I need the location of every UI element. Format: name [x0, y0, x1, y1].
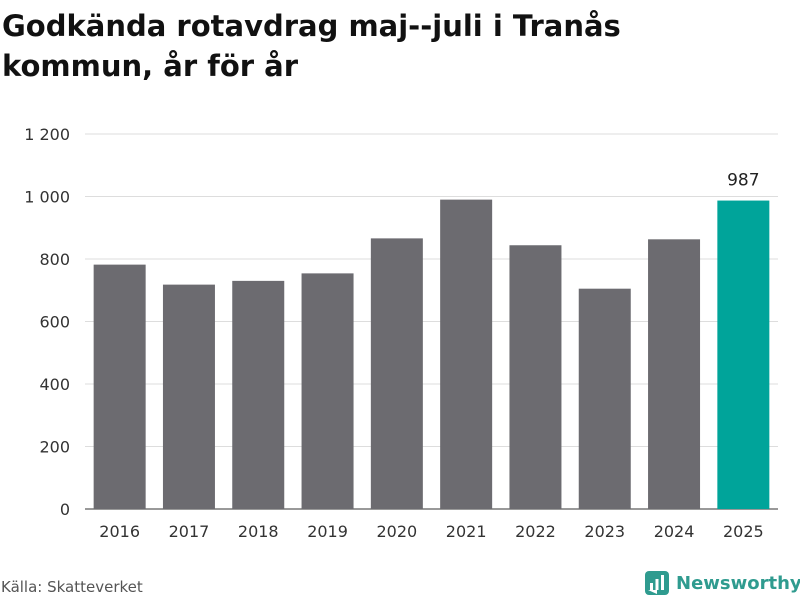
bar: [370, 238, 423, 509]
source-note: Källa: Skatteverket: [1, 578, 143, 596]
x-tick-label: 2022: [515, 522, 556, 541]
bar: [648, 239, 701, 509]
axis-labels: 0 200 400 600 800 1 000 1 200 2016 2017 2018 2019 2…: [24, 125, 764, 541]
x-tick-label: 2023: [584, 522, 625, 541]
brand-logo: Newsworthy: [644, 570, 800, 596]
data-label: 987: [727, 171, 759, 191]
y-tick-label: 200: [39, 438, 70, 457]
chart-title: Godkända rotavdrag maj--juli i Tranås ko…: [2, 9, 621, 83]
x-tick-label: 2019: [307, 522, 348, 541]
brand-name: Newsworthy: [676, 572, 800, 594]
y-tick-label: 0: [60, 500, 70, 519]
x-tick-label: 2025: [723, 522, 764, 541]
bar: [93, 264, 146, 509]
bar: [232, 280, 285, 509]
bar-chart-logo-icon: [645, 571, 669, 595]
bar: [509, 245, 562, 509]
y-tick-label: 600: [39, 313, 70, 332]
x-tick-label: 2018: [238, 522, 279, 541]
bars: [93, 199, 770, 509]
y-tick-label: 1 200: [24, 125, 70, 144]
x-tick-label: 2021: [446, 522, 487, 541]
x-tick-label: 2020: [376, 522, 417, 541]
y-tick-label: 800: [39, 250, 70, 269]
bar: [717, 200, 770, 509]
x-tick-label: 2016: [99, 522, 140, 541]
bar: [301, 273, 354, 509]
y-tick-label: 400: [39, 375, 70, 394]
y-tick-label: 1 000: [24, 188, 70, 207]
x-tick-label: 2024: [654, 522, 695, 541]
x-tick-label: 2017: [169, 522, 210, 541]
bar: [578, 288, 631, 509]
bar: [162, 284, 215, 509]
bar: [440, 199, 493, 509]
